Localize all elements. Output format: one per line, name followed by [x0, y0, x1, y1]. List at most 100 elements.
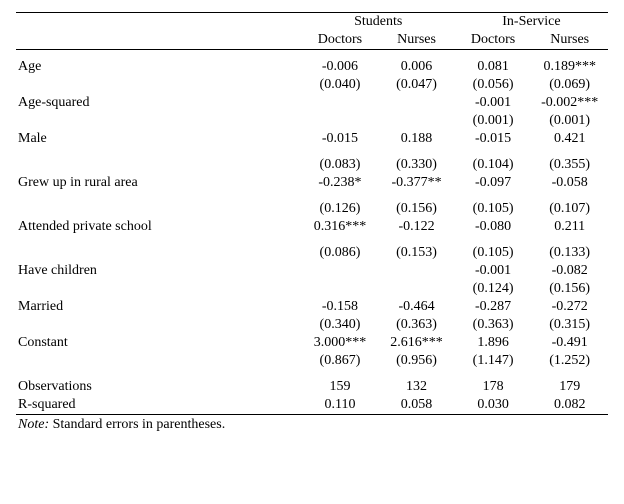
cell-est-2: -0.287 [455, 298, 532, 316]
row-label-empty [16, 200, 302, 218]
note-label: Note: [18, 417, 49, 432]
table-row: Attended private school0.316***-0.122-0.… [16, 218, 608, 236]
summary-val-0: 159 [302, 378, 379, 396]
cell-est-3: 0.211 [531, 218, 608, 236]
row-label-empty [16, 156, 302, 174]
summary-val-0: 0.110 [302, 396, 379, 415]
table-row: Have children -0.001-0.082 [16, 262, 608, 280]
summary-val-3: 0.082 [531, 396, 608, 415]
cell-se-1 [378, 280, 455, 298]
cell-se-3: (0.107) [531, 200, 608, 218]
row-label: Have children [16, 262, 302, 280]
row-label-empty [16, 352, 302, 370]
table-row: Age-squared -0.001-0.002*** [16, 94, 608, 112]
table-row: Constant3.000***2.616***1.896-0.491 [16, 334, 608, 352]
cell-est-2: -0.001 [455, 262, 532, 280]
summary-val-1: 0.058 [378, 396, 455, 415]
note-row: Note: Standard errors in parentheses. [16, 415, 608, 435]
table-row: Grew up in rural area-0.238*-0.377**-0.0… [16, 174, 608, 192]
table-row-se: (0.040)(0.047)(0.056)(0.069) [16, 76, 608, 94]
cell-se-1 [378, 112, 455, 130]
row-label-empty [16, 76, 302, 94]
cell-est-2: 1.896 [455, 334, 532, 352]
row-label-empty [16, 316, 302, 334]
cell-est-0: 3.000*** [302, 334, 379, 352]
cell-est-1 [378, 94, 455, 112]
row-label: Age [16, 58, 302, 76]
cell-se-1: (0.330) [378, 156, 455, 174]
cell-est-2: -0.015 [455, 130, 532, 148]
cell-se-0: (0.126) [302, 200, 379, 218]
cell-se-3: (0.355) [531, 156, 608, 174]
cell-est-2: -0.097 [455, 174, 532, 192]
table-row-se: (0.124)(0.156) [16, 280, 608, 298]
cell-est-3: -0.272 [531, 298, 608, 316]
cell-est-1: -0.464 [378, 298, 455, 316]
summary-val-1: 132 [378, 378, 455, 396]
cell-se-0: (0.086) [302, 244, 379, 262]
group-header-row: Students In-Service [16, 13, 608, 32]
table-row-se: (0.340)(0.363)(0.363)(0.315) [16, 316, 608, 334]
cell-se-1: (0.956) [378, 352, 455, 370]
table-row-se: (0.126)(0.156)(0.105)(0.107) [16, 200, 608, 218]
cell-se-3: (0.133) [531, 244, 608, 262]
cell-se-1: (0.153) [378, 244, 455, 262]
table-row-se: (0.001)(0.001) [16, 112, 608, 130]
cell-est-2: -0.001 [455, 94, 532, 112]
row-label: Married [16, 298, 302, 316]
regression-table: Students In-Service Doctors Nurses Docto… [16, 12, 608, 434]
cell-est-3: 0.189*** [531, 58, 608, 76]
table-row: Married-0.158-0.464-0.287-0.272 [16, 298, 608, 316]
group-header-inservice: In-Service [455, 13, 608, 32]
row-label-empty [16, 112, 302, 130]
cell-est-3: -0.002*** [531, 94, 608, 112]
table-row-se: (0.086)(0.153)(0.105)(0.133) [16, 244, 608, 262]
cell-est-3: -0.058 [531, 174, 608, 192]
subcol-1: Nurses [378, 31, 455, 50]
note-text: Standard errors in parentheses. [49, 417, 225, 432]
cell-est-0: -0.238* [302, 174, 379, 192]
cell-se-2: (0.001) [455, 112, 532, 130]
cell-se-2: (0.124) [455, 280, 532, 298]
cell-se-3: (1.252) [531, 352, 608, 370]
subcol-header-row: Doctors Nurses Doctors Nurses [16, 31, 608, 50]
row-label-empty [16, 280, 302, 298]
cell-se-0 [302, 280, 379, 298]
cell-est-0 [302, 262, 379, 280]
cell-est-1: -0.377** [378, 174, 455, 192]
cell-se-0: (0.040) [302, 76, 379, 94]
cell-se-2: (0.105) [455, 244, 532, 262]
row-label: Attended private school [16, 218, 302, 236]
cell-se-2: (0.363) [455, 316, 532, 334]
cell-est-1: 0.188 [378, 130, 455, 148]
cell-se-1: (0.047) [378, 76, 455, 94]
cell-se-1: (0.156) [378, 200, 455, 218]
cell-est-0: -0.015 [302, 130, 379, 148]
cell-se-3: (0.069) [531, 76, 608, 94]
cell-se-0: (0.083) [302, 156, 379, 174]
summary-label: R-squared [16, 396, 302, 415]
cell-se-3: (0.156) [531, 280, 608, 298]
subcol-2: Doctors [455, 31, 532, 50]
subcol-0: Doctors [302, 31, 379, 50]
cell-se-3: (0.001) [531, 112, 608, 130]
cell-est-1: 0.006 [378, 58, 455, 76]
cell-est-1: -0.122 [378, 218, 455, 236]
cell-est-0: -0.158 [302, 298, 379, 316]
table-body: Age-0.0060.0060.0810.189***(0.040)(0.047… [16, 50, 608, 435]
summary-val-3: 179 [531, 378, 608, 396]
table-row: Male-0.0150.188-0.0150.421 [16, 130, 608, 148]
cell-est-2: 0.081 [455, 58, 532, 76]
subcol-3: Nurses [531, 31, 608, 50]
summary-val-2: 0.030 [455, 396, 532, 415]
cell-se-0: (0.340) [302, 316, 379, 334]
cell-est-3: -0.491 [531, 334, 608, 352]
table-row-se: (0.867)(0.956)(1.147)(1.252) [16, 352, 608, 370]
row-label: Age-squared [16, 94, 302, 112]
cell-est-3: -0.082 [531, 262, 608, 280]
cell-se-2: (0.105) [455, 200, 532, 218]
table-row: Age-0.0060.0060.0810.189*** [16, 58, 608, 76]
cell-est-0: 0.316*** [302, 218, 379, 236]
table-note: Note: Standard errors in parentheses. [16, 415, 608, 435]
summary-label: Observations [16, 378, 302, 396]
